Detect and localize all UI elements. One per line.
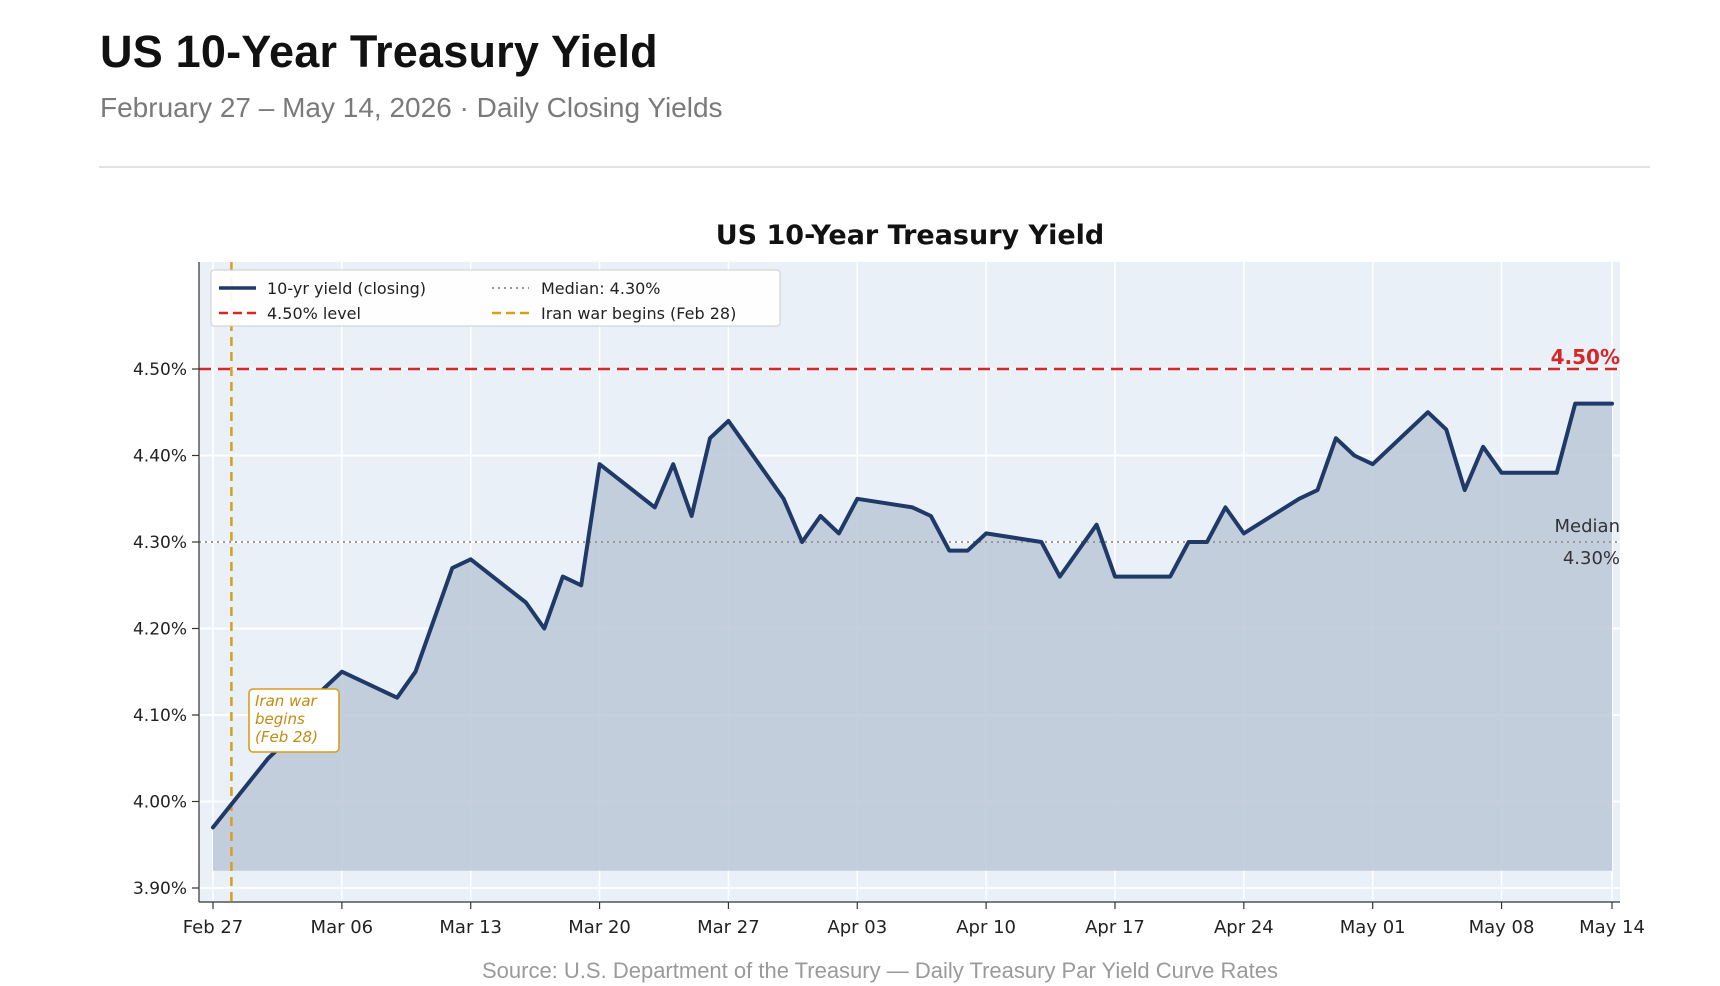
page-subtitle: February 27 – May 14, 2026 · Daily Closi…	[100, 92, 723, 123]
page-title: US 10-Year Treasury Yield	[100, 26, 658, 77]
x-axis-ticks: Feb 27 Mar 06 Mar 13 Mar 20 Mar 27 Apr 03 Apr …	[183, 902, 1645, 938]
event-annotation-box	[248, 688, 340, 753]
legend-label-yield: 10-yr yield (closing)	[267, 279, 426, 298]
median-label-value: 4.30%	[1563, 548, 1620, 569]
x-tick-label: Mar 20	[568, 917, 631, 938]
x-tick-label: Feb 27	[183, 917, 244, 938]
yield-line	[211, 401, 1614, 830]
yield-area-fill	[213, 403, 1612, 871]
legend-box	[210, 269, 781, 327]
y-tick-label: 4.10%	[133, 706, 187, 726]
x-tick-label: Apr 10	[956, 917, 1016, 938]
x-tick-label: May 14	[1579, 917, 1645, 938]
threshold-label: 4.50%	[1551, 345, 1620, 369]
y-tick-label: 3.90%	[133, 879, 187, 899]
x-tick-label: Apr 17	[1085, 917, 1145, 938]
x-tick-label: Mar 13	[439, 917, 502, 938]
event-annotation: Iran war begins (Feb 28)	[248, 688, 340, 753]
y-tick-label: 4.20%	[133, 620, 187, 640]
source-note: Source: U.S. Department of the Treasury …	[482, 958, 1278, 983]
legend-label-threshold: 4.50% level	[267, 304, 361, 323]
legend: 10-yr yield (closing) 4.50% level Median…	[210, 269, 781, 327]
event-annotation-line-3: (Feb 28)	[255, 728, 318, 746]
x-tick-label: Mar 27	[697, 917, 760, 938]
event-annotation-line-2: begins	[255, 710, 305, 728]
y-tick-label: 4.30%	[133, 533, 187, 553]
y-tick-label: 4.00%	[133, 793, 187, 813]
x-tick-label: Apr 24	[1214, 917, 1274, 938]
legend-label-median: Median: 4.30%	[541, 279, 661, 298]
x-tick-label: Mar 06	[311, 917, 374, 938]
x-tick-label: Apr 03	[827, 917, 887, 938]
chart-title: US 10-Year Treasury Yield	[716, 220, 1105, 251]
event-annotation-line-1: Iran war	[255, 692, 318, 710]
legend-label-event: Iran war begins (Feb 28)	[541, 304, 736, 323]
y-tick-label: 4.50%	[133, 360, 187, 380]
x-tick-label: May 08	[1469, 917, 1535, 938]
header-divider	[99, 166, 1650, 168]
y-axis-ticks: 3.90% 4.00% 4.10% 4.20% 4.30% 4.40% 4.50%	[133, 360, 199, 899]
y-tick-label: 4.40%	[133, 447, 187, 467]
median-label-title: Median	[1555, 516, 1620, 537]
x-tick-label: May 01	[1340, 917, 1406, 938]
